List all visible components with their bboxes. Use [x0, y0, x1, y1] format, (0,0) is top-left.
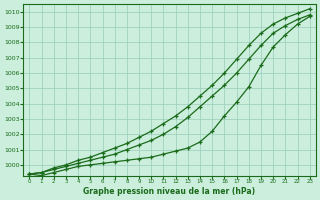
X-axis label: Graphe pression niveau de la mer (hPa): Graphe pression niveau de la mer (hPa)	[84, 187, 256, 196]
